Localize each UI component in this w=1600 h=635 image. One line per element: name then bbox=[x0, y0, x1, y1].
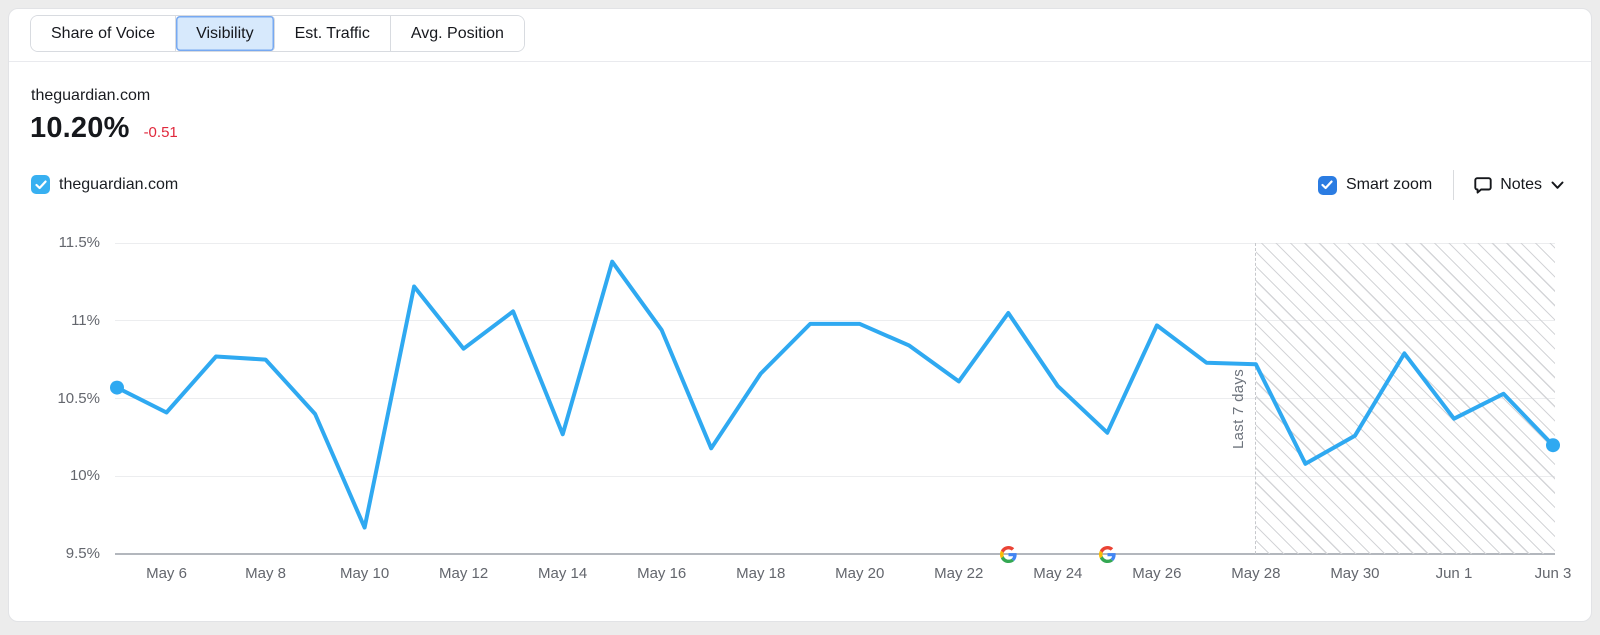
speech-bubble-icon bbox=[1474, 177, 1492, 194]
smart-zoom-checkbox[interactable] bbox=[1317, 175, 1337, 195]
chart-controls: Smart zoom Notes bbox=[1317, 170, 1564, 200]
x-axis-label: May 10 bbox=[339, 565, 390, 582]
x-axis-label: May 18 bbox=[736, 565, 786, 582]
metric-value-row: 10.20% -0.51 bbox=[30, 112, 178, 145]
vertical-divider bbox=[1453, 170, 1455, 200]
x-axis-label: May 14 bbox=[538, 565, 588, 582]
gridline bbox=[115, 475, 1555, 477]
google-update-icon[interactable] bbox=[999, 545, 1017, 563]
check-icon bbox=[1321, 180, 1334, 190]
series-line-theguardian[interactable] bbox=[115, 259, 1555, 530]
visibility-chart[interactable]: 11.5% 11% 10.5% 10% 9.5% Last 7 days May 6 May … bbox=[0, 225, 1600, 585]
x-axis-label: May 12 bbox=[439, 565, 489, 582]
visibility-change: -0.51 bbox=[143, 124, 178, 141]
tab-visibility[interactable]: Visibility bbox=[176, 16, 275, 51]
data-point-marker[interactable] bbox=[110, 380, 124, 395]
visibility-value: 10.20% bbox=[30, 112, 130, 144]
y-axis-label: 11% bbox=[71, 311, 100, 329]
gridline bbox=[115, 242, 1555, 244]
x-axis-label: May 6 bbox=[146, 565, 187, 582]
check-icon bbox=[34, 180, 47, 189]
y-axis-label: 10% bbox=[69, 467, 100, 485]
y-axis-label: 9.5% bbox=[65, 545, 100, 562]
x-axis-line bbox=[115, 553, 1555, 555]
metric-tabs: Share of Voice Visibility Est. Traffic A… bbox=[30, 15, 525, 52]
legend-item-theguardian[interactable]: theguardian.com bbox=[31, 175, 178, 194]
x-axis-label: May 26 bbox=[1132, 565, 1182, 582]
tabbar-divider bbox=[9, 61, 1591, 62]
x-axis-label: May 8 bbox=[245, 565, 286, 582]
tab-share-of-voice[interactable]: Share of Voice bbox=[31, 16, 177, 51]
x-axis-label: May 20 bbox=[835, 565, 885, 582]
x-axis-label: May 28 bbox=[1231, 565, 1281, 582]
x-axis-label: May 30 bbox=[1330, 565, 1380, 582]
x-axis-label: Jun 1 bbox=[1435, 565, 1473, 582]
x-axis-label: May 16 bbox=[637, 565, 687, 582]
data-point-marker[interactable] bbox=[1546, 438, 1560, 453]
visibility-line-plot[interactable] bbox=[0, 225, 1600, 585]
chevron-down-icon bbox=[1551, 181, 1564, 189]
smart-zoom-label: Smart zoom bbox=[1345, 176, 1433, 193]
x-axis-label: May 22 bbox=[934, 565, 984, 582]
gridline bbox=[115, 398, 1555, 399]
x-axis-label: Jun 3 bbox=[1534, 565, 1572, 582]
forecast-dashed-line bbox=[1255, 243, 1257, 554]
y-axis-label: 11.5% bbox=[58, 234, 100, 251]
notes-dropdown[interactable]: Notes bbox=[1473, 175, 1564, 195]
domain-title: theguardian.com bbox=[31, 87, 151, 104]
y-axis-label: 10.5% bbox=[57, 389, 100, 407]
legend-checkbox[interactable] bbox=[31, 175, 50, 194]
notes-label: Notes bbox=[1500, 176, 1542, 193]
legend-label: theguardian.com bbox=[59, 175, 179, 193]
google-update-icon[interactable] bbox=[1098, 545, 1116, 563]
x-axis-label: May 24 bbox=[1033, 565, 1083, 582]
forecast-hatch-region bbox=[1255, 243, 1555, 554]
gridline bbox=[115, 320, 1555, 322]
tab-est-traffic[interactable]: Est. Traffic bbox=[274, 16, 391, 51]
tab-avg-position[interactable]: Avg. Position bbox=[390, 16, 524, 51]
